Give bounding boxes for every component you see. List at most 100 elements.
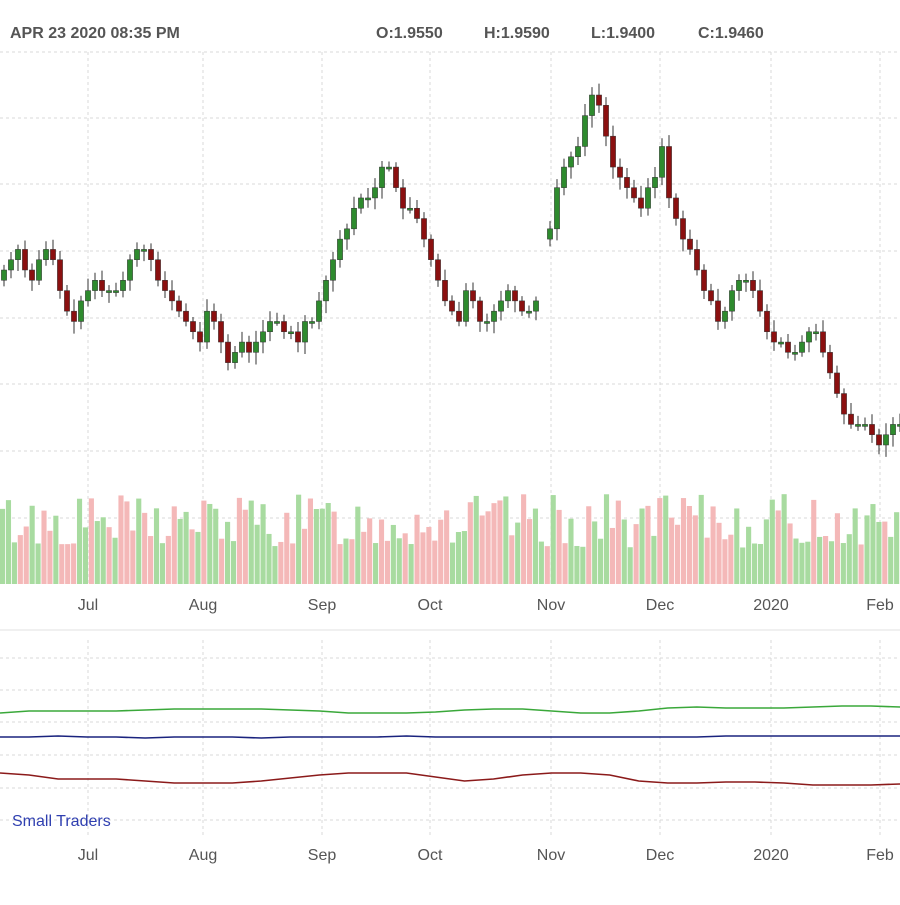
candle-body [463, 290, 469, 322]
volume-bar [461, 531, 467, 584]
volume-bar [876, 521, 882, 584]
volume-bar [615, 500, 621, 584]
volume-bar [408, 544, 414, 584]
volume-bar [313, 509, 319, 584]
volume-bar [325, 503, 331, 584]
volume-bar [669, 517, 675, 584]
candle-body [477, 300, 483, 322]
candle-body [176, 300, 182, 312]
volume-bar [823, 535, 829, 584]
candle-body [351, 207, 357, 230]
volume-bar [17, 535, 23, 584]
volume-bar [740, 547, 746, 584]
volume-bar [894, 512, 900, 584]
candle-body [435, 259, 441, 281]
candle-body [92, 280, 98, 291]
volume-bar [633, 524, 639, 584]
volume-bar [444, 510, 450, 584]
volume-bar [722, 539, 728, 584]
volume-bar [503, 496, 509, 584]
volume-bar [378, 519, 385, 584]
candle-body [883, 434, 889, 446]
volume-bar [692, 515, 698, 584]
candle-body [568, 156, 574, 168]
candle-body [799, 341, 805, 353]
candle-body [778, 341, 784, 345]
candle-body [554, 187, 560, 230]
volume-bar [870, 504, 876, 584]
volume-bar [0, 508, 6, 584]
candle-body [512, 290, 518, 302]
volume-bar [396, 538, 402, 584]
volume-bar [574, 545, 580, 584]
candle-body [575, 146, 581, 158]
candle-body [792, 352, 798, 355]
candlesticks [1, 83, 900, 457]
volume-bar [580, 546, 586, 584]
candle-body [365, 197, 371, 201]
header-open: O:1.9550 [376, 25, 443, 42]
candle-body [85, 290, 91, 302]
candle-body [890, 424, 896, 435]
volume-bar [485, 511, 491, 584]
x-tick-label: Feb [866, 847, 894, 864]
volume-bar [888, 536, 894, 584]
candle-body [50, 249, 56, 260]
volume-bar [556, 509, 562, 584]
x-tick-label: Oct [418, 597, 443, 614]
candle-body [57, 259, 63, 291]
candle-body [743, 280, 749, 283]
candle-body [771, 331, 777, 343]
volume-bar [846, 534, 852, 584]
candle-body [764, 310, 770, 333]
volume-bar [621, 519, 627, 584]
volume-bar [236, 497, 242, 584]
grid [0, 51, 900, 836]
volume-bar [296, 494, 302, 584]
candle-body [386, 166, 392, 170]
candle-body [330, 259, 336, 281]
volume-bar [751, 543, 758, 584]
candle-body [78, 300, 84, 322]
volume-bar [284, 512, 290, 584]
volume-bar [183, 511, 189, 584]
volume-bar [373, 543, 379, 584]
candle-body [358, 197, 364, 209]
volume-bar [384, 540, 390, 584]
candle-body [533, 300, 539, 312]
candle-body [1, 269, 7, 281]
candle-body [134, 249, 140, 260]
volume-bar [100, 517, 106, 584]
volume-bar [675, 524, 681, 584]
candle-body [36, 259, 42, 281]
candle-body [15, 249, 21, 260]
volume-bar [337, 544, 343, 584]
volume-bar [663, 495, 669, 584]
volume-bar [106, 527, 112, 584]
volume-bar [509, 535, 515, 584]
volume-bar [118, 495, 124, 584]
volume-bar [195, 531, 201, 584]
ohlc-header: APR 23 2020 08:35 PM O:1.9550 H:1.9590 L… [10, 25, 764, 42]
candle-body [99, 280, 105, 291]
x-tick-label: Nov [537, 597, 565, 614]
volume-bar [787, 523, 793, 584]
volume-bar [521, 494, 527, 584]
candle-body [344, 228, 350, 240]
candle-body [162, 280, 168, 291]
volume-bar [124, 501, 130, 584]
candle-body [785, 341, 791, 353]
volume-bar [331, 511, 337, 584]
volume-bar [651, 535, 657, 584]
volume-bar [242, 509, 248, 584]
indicator-line-0 [0, 705, 900, 714]
candle-body [813, 331, 819, 335]
candle-body [449, 300, 455, 312]
candle-body [708, 290, 714, 302]
candle-body [848, 413, 854, 425]
candle-body [617, 166, 623, 178]
candle-body [400, 187, 406, 209]
volume-bar [35, 543, 41, 584]
candle-body [736, 280, 742, 291]
